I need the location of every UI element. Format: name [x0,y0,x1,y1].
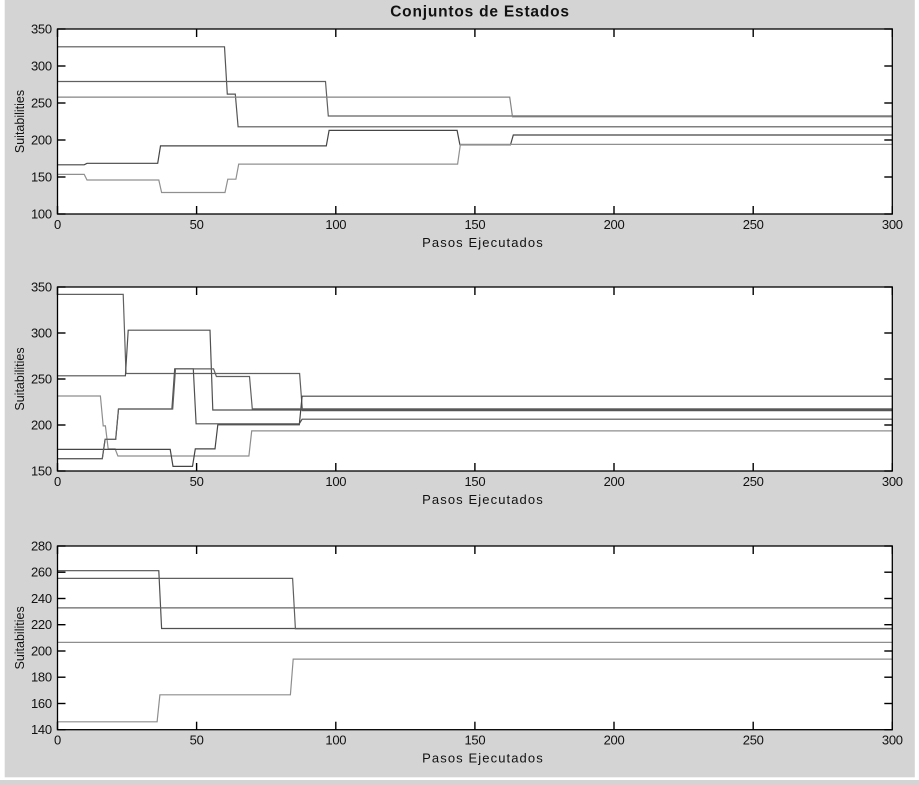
svg-text:200: 200 [604,474,625,489]
svg-text:Pasos Ejecutados: Pasos Ejecutados [422,492,544,507]
svg-text:200: 200 [604,733,625,748]
svg-text:300: 300 [31,326,52,341]
svg-text:240: 240 [31,591,52,606]
svg-text:250: 250 [31,96,52,111]
svg-text:150: 150 [465,733,486,748]
svg-text:140: 140 [31,722,52,737]
svg-text:0: 0 [54,474,61,489]
svg-text:Conjuntos de Estados: Conjuntos de Estados [390,4,570,21]
svg-text:160: 160 [31,696,52,711]
svg-text:Suitabilities: Suitabilities [13,347,27,410]
svg-text:Pasos Ejecutados: Pasos Ejecutados [422,235,544,250]
svg-text:200: 200 [31,133,52,148]
svg-text:150: 150 [31,170,52,185]
svg-text:250: 250 [743,217,764,232]
svg-text:0: 0 [54,217,61,232]
svg-text:350: 350 [31,280,52,295]
svg-text:100: 100 [325,733,346,748]
svg-text:50: 50 [190,217,204,232]
svg-text:250: 250 [743,474,764,489]
svg-text:200: 200 [31,418,52,433]
svg-text:50: 50 [190,474,204,489]
svg-text:300: 300 [882,733,903,748]
svg-text:300: 300 [882,217,903,232]
svg-text:250: 250 [31,372,52,387]
svg-text:280: 280 [31,539,52,554]
svg-text:150: 150 [465,217,486,232]
svg-text:250: 250 [743,733,764,748]
svg-text:150: 150 [31,464,52,479]
svg-text:200: 200 [31,644,52,659]
svg-text:300: 300 [31,59,52,74]
svg-text:150: 150 [465,474,486,489]
svg-text:200: 200 [604,217,625,232]
svg-text:0: 0 [54,733,61,748]
svg-text:Pasos Ejecutados: Pasos Ejecutados [422,751,544,766]
svg-text:300: 300 [882,474,903,489]
svg-text:180: 180 [31,670,52,685]
svg-text:50: 50 [190,733,204,748]
svg-text:100: 100 [325,217,346,232]
svg-text:Suitabilities: Suitabilities [13,90,27,153]
svg-text:260: 260 [31,565,52,580]
svg-text:Suitabilities: Suitabilities [13,606,27,669]
svg-text:100: 100 [31,207,52,222]
svg-text:100: 100 [325,474,346,489]
svg-text:350: 350 [31,22,52,37]
svg-text:220: 220 [31,617,52,632]
